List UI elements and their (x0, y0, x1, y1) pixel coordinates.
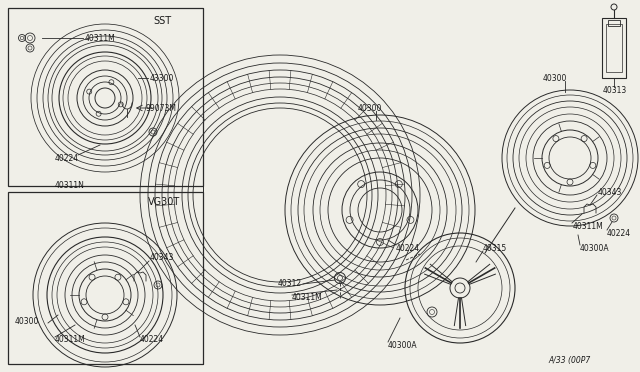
Text: 40300: 40300 (15, 317, 40, 327)
Text: VG30T: VG30T (148, 197, 180, 207)
Text: 40311M: 40311M (292, 294, 323, 302)
Text: 40300A: 40300A (388, 340, 418, 350)
Text: 99073M: 99073M (145, 103, 176, 112)
Text: 40311M: 40311M (55, 336, 86, 344)
Text: SST: SST (153, 16, 171, 26)
Text: 40312: 40312 (278, 279, 302, 289)
Text: 40311N: 40311N (55, 180, 85, 189)
Bar (608, 20, 620, 26)
Text: 43300: 43300 (150, 74, 174, 83)
Text: 40224: 40224 (140, 336, 164, 344)
Text: 40311M: 40311M (573, 221, 604, 231)
Text: 40300A: 40300A (580, 244, 610, 253)
Bar (606, 24, 622, 72)
Bar (602, 18, 626, 78)
Text: 40311M: 40311M (85, 33, 116, 42)
Text: 40224: 40224 (55, 154, 79, 163)
Text: 40224: 40224 (396, 244, 420, 253)
Text: 40300: 40300 (543, 74, 568, 83)
Text: 40343: 40343 (598, 187, 622, 196)
Text: 40343: 40343 (150, 253, 174, 263)
Text: 40313: 40313 (603, 86, 627, 94)
Text: 40224: 40224 (607, 228, 631, 237)
Bar (8, 8, 203, 186)
Bar (8, 192, 203, 364)
Text: A/33 (00P7: A/33 (00P7 (548, 356, 590, 365)
Text: 40315: 40315 (483, 244, 508, 253)
Text: 40300: 40300 (358, 103, 382, 112)
